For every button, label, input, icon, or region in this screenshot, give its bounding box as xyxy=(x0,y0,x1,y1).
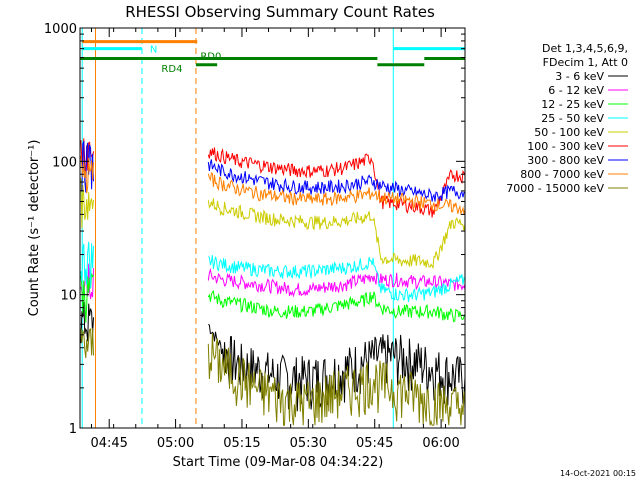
y-tick-label-2: 100 xyxy=(52,155,77,170)
series-line-1 xyxy=(207,267,466,298)
series-spike-6 xyxy=(80,140,94,193)
legend: Det 1,3,4,5,6,9,FDecim 1, Att 03 - 6 keV… xyxy=(506,42,628,195)
x-tick-label-4: 05:45 xyxy=(356,436,393,451)
series-spike-4 xyxy=(80,178,94,229)
y-tick-label-0: 1 xyxy=(69,422,77,437)
series-spike-0 xyxy=(80,301,94,344)
series-spike-3 xyxy=(80,241,94,289)
legend-label-8: 7000 - 15000 keV xyxy=(506,182,604,195)
y-tick-label-1: 10 xyxy=(60,289,77,304)
series-line-4 xyxy=(207,198,466,270)
y-axis-label: Count Rate (s⁻¹ detector⁻¹) xyxy=(27,140,42,317)
footer-timestamp: 14-Oct-2021 00:15 xyxy=(560,469,636,478)
legend-label-7: 800 - 7000 keV xyxy=(520,168,604,181)
legend-label-2: 12 - 25 keV xyxy=(541,98,604,111)
legend-label-4: 50 - 100 keV xyxy=(534,126,604,139)
chart-title: RHESSI Observing Summary Count Rates xyxy=(125,3,435,21)
series-0 xyxy=(80,301,466,412)
legend-label-3: 25 - 50 keV xyxy=(541,112,604,125)
series-line-3 xyxy=(208,255,466,303)
series-line-7 xyxy=(207,172,466,216)
legend-label-6: 300 - 800 keV xyxy=(527,154,604,167)
x-tick-label-1: 05:00 xyxy=(157,436,194,451)
x-axis-label: Start Time (09-Mar-08 04:34:22) xyxy=(173,455,384,470)
x-axis: 04:45 05:00 05:15 05:30 05:45 06:00 xyxy=(90,28,460,451)
legend-label-1: 6 - 12 keV xyxy=(548,84,604,97)
series-layer xyxy=(80,138,466,426)
state-label-1: RD0 xyxy=(200,52,221,63)
legend-label-5: 100 - 300 keV xyxy=(527,140,604,153)
series-4 xyxy=(80,178,466,270)
series-line-2 xyxy=(207,289,466,323)
series-line-5 xyxy=(207,147,466,218)
x-tick-label-0: 04:45 xyxy=(90,436,127,451)
legend-header-0: Det 1,3,4,5,6,9, xyxy=(542,42,628,55)
x-tick-label-2: 05:15 xyxy=(223,436,260,451)
y-tick-label-3: 1000 xyxy=(44,22,77,37)
state-label-2: RD4 xyxy=(161,64,182,75)
state-label-0: N xyxy=(150,45,157,56)
x-tick-label-5: 06:00 xyxy=(422,436,459,451)
series-line-8 xyxy=(207,333,466,426)
series-spike-8 xyxy=(80,328,94,359)
plot-frame xyxy=(79,27,466,429)
state-bars: N RD0 RD4 xyxy=(80,40,465,75)
x-tick-label-3: 05:30 xyxy=(290,436,327,451)
legend-header-1: FDecim 1, Att 0 xyxy=(543,56,628,69)
y-axis: 1 10 100 1000 xyxy=(44,22,465,437)
series-8 xyxy=(80,328,466,426)
series-3 xyxy=(80,241,466,303)
legend-label-0: 3 - 6 keV xyxy=(555,70,604,83)
series-line-6 xyxy=(207,159,466,202)
series-6 xyxy=(80,140,466,202)
